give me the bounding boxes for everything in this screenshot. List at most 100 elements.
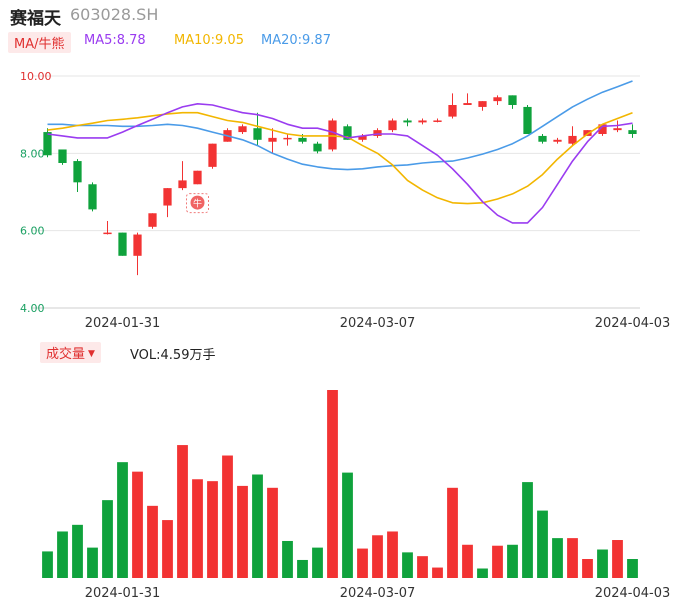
volume-bar (597, 549, 608, 578)
candle-body (553, 139, 562, 142)
volume-bar (372, 535, 383, 578)
ma10-value: MA10:9.05 (174, 33, 244, 48)
volume-bar (282, 540, 293, 578)
candle-body (628, 130, 637, 134)
volume-bar (477, 568, 488, 578)
bull-badge: 牛 (186, 193, 209, 214)
x-tick-label: 2024-01-31 (85, 316, 161, 331)
volume-bar (447, 487, 458, 578)
candle-body (283, 137, 292, 140)
candle-body (418, 120, 427, 123)
volume-bar (387, 531, 398, 578)
volume-bar (57, 531, 68, 578)
candles (43, 93, 637, 276)
candle-body (208, 143, 217, 167)
candle-body (253, 128, 262, 140)
volume-bar (507, 544, 518, 578)
x-tick-label: 2024-04-03 (595, 586, 671, 601)
candle-body (508, 95, 517, 105)
candle-body (133, 234, 142, 256)
bull-badge-frame (186, 193, 209, 214)
price-x-axis: 2024-01-31 2024-03-07 2024-04-03 (85, 316, 671, 331)
candle-body (343, 126, 352, 140)
volume-bar (342, 472, 353, 578)
candle-body (448, 105, 457, 117)
volume-bar (117, 462, 128, 578)
volume-bar (492, 545, 503, 578)
candle-body (598, 124, 607, 134)
volume-bar (132, 471, 143, 578)
volume-x-axis: 2024-01-31 2024-03-07 2024-04-03 (85, 586, 671, 601)
volume-bar (612, 540, 623, 578)
volume-bar (222, 455, 233, 578)
ma5-value: MA5:8.78 (84, 33, 146, 48)
ma10-line (47, 111, 633, 205)
volume-bar (297, 559, 308, 578)
volume-value: VOL:4.59万手 (130, 348, 216, 363)
y-tick-label: 8.00 (20, 147, 45, 160)
candle-body (58, 149, 67, 163)
volume-bar (627, 559, 638, 578)
candle-body (313, 143, 322, 152)
volume-selector[interactable]: 成交量 ▼ (40, 342, 101, 363)
dropdown-icon: ▼ (88, 349, 95, 359)
volume-bar (462, 544, 473, 578)
stock-name: 赛福天 (10, 9, 61, 29)
candle-body (358, 135, 367, 140)
volume-bar (162, 520, 173, 578)
candle-body (118, 232, 127, 256)
y-tick-label: 6.00 (20, 225, 45, 238)
candle-body (73, 161, 82, 183)
candle-body (613, 128, 622, 131)
bull-badge-dot (190, 195, 205, 210)
volume-bar (567, 538, 578, 578)
ma20-line (47, 80, 633, 171)
volume-bars (42, 390, 638, 578)
candle-body (43, 132, 52, 156)
candle-body (268, 137, 277, 142)
candle-body (478, 101, 487, 107)
volume-bar (327, 390, 338, 578)
volume-bar (537, 510, 548, 578)
candle-body (193, 170, 202, 185)
x-tick-label: 2024-04-03 (595, 316, 671, 331)
ma20-value: MA20:9.87 (261, 33, 331, 48)
price-grid (32, 75, 640, 309)
candle-body (298, 137, 307, 142)
candle-body (538, 135, 547, 142)
volume-bar (402, 552, 413, 578)
volume-bar (87, 547, 98, 578)
x-tick-label: 2024-01-31 (85, 586, 161, 601)
candle-body (328, 120, 337, 150)
candle-body (493, 97, 502, 102)
volume-bar (177, 445, 188, 578)
volume-bar (522, 482, 533, 578)
volume-tag-label: 成交量 (46, 347, 86, 362)
ma-selector[interactable]: MA/牛熊 (8, 32, 71, 53)
candle-body (373, 130, 382, 136)
volume-bar (252, 474, 263, 578)
volume-bar (357, 548, 368, 578)
volume-bar (267, 487, 278, 578)
y-tick-label: 10.00 (20, 70, 52, 83)
candle-body (163, 188, 172, 206)
x-tick-label: 2024-03-07 (340, 586, 416, 601)
ma-tag[interactable]: MA/牛熊 (8, 32, 71, 53)
candle-body (148, 213, 157, 227)
volume-bar (192, 479, 203, 578)
volume-bar (237, 485, 248, 578)
volume-bar (552, 538, 563, 578)
volume-bar (72, 524, 83, 578)
volume-bar (417, 556, 428, 578)
candle-body (103, 232, 112, 235)
stock-code: 603028.SH (70, 5, 159, 24)
candle-body (88, 184, 97, 210)
candle-body (178, 180, 187, 189)
volume-bar (102, 500, 113, 578)
candle-body (388, 120, 397, 131)
candle-body (568, 135, 577, 144)
volume-bar (432, 567, 443, 578)
volume-tag[interactable]: 成交量 ▼ (40, 342, 101, 363)
ma5-line (47, 103, 633, 224)
